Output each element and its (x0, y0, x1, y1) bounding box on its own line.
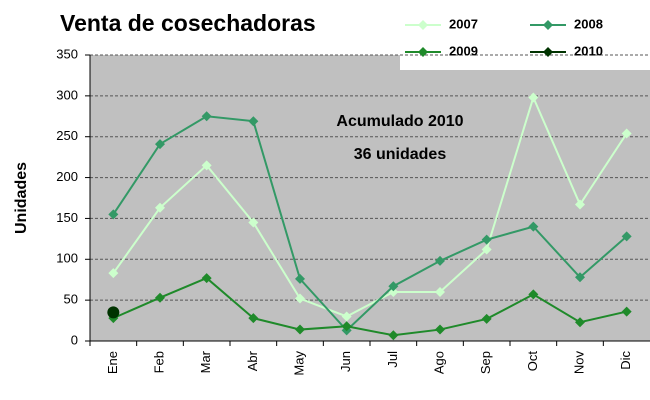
legend-label: 2010 (574, 43, 603, 58)
y-tick-label: 150 (56, 210, 78, 225)
point (388, 281, 399, 292)
x-tick-label: May (291, 351, 306, 376)
point (248, 313, 259, 324)
y-tick-label: 300 (56, 87, 78, 102)
x-tick-label: Mar (198, 350, 213, 373)
point (418, 20, 428, 30)
point (528, 92, 539, 103)
y-tick-label: 50 (64, 292, 78, 307)
point (201, 111, 212, 122)
legend-label: 2009 (449, 43, 478, 58)
point (575, 199, 585, 210)
point (621, 128, 632, 139)
x-tick-label: Jul (385, 351, 400, 368)
x-tick-label: Dic (618, 351, 633, 370)
point (621, 231, 632, 242)
legend (400, 8, 650, 70)
point (435, 286, 445, 297)
x-tick-label: Ago (431, 351, 446, 374)
point (388, 330, 399, 341)
x-tick-label: Feb (151, 351, 166, 373)
point (295, 273, 305, 284)
point (528, 221, 539, 232)
point (621, 306, 632, 317)
point (435, 255, 445, 266)
point (418, 47, 428, 57)
y-tick-label: 250 (56, 128, 78, 143)
point (107, 306, 120, 319)
point (108, 268, 119, 279)
x-tick-label: Sep (478, 351, 493, 374)
x-tick-label: Nov (571, 351, 586, 375)
point (543, 47, 553, 57)
x-tick-label: Ene (105, 351, 120, 374)
y-tick-label: 200 (56, 169, 78, 184)
point (248, 116, 259, 127)
point (201, 160, 212, 171)
y-axis-label: Unidades (13, 162, 30, 234)
x-tick-label: Jun (338, 351, 353, 372)
point (201, 273, 212, 284)
series-line (112, 276, 627, 337)
point (341, 311, 352, 322)
point (108, 209, 119, 220)
point (435, 324, 445, 335)
chart-title: Venta de cosechadoras (60, 10, 316, 36)
series-line (112, 115, 628, 332)
point (295, 324, 305, 335)
point (481, 313, 492, 324)
x-tick-label: Oct (525, 351, 540, 372)
point (575, 317, 585, 328)
legend-label: 2008 (574, 16, 603, 31)
point (155, 139, 165, 150)
plot-area (90, 55, 650, 341)
y-tick-label: 100 (56, 251, 78, 266)
series-line (112, 94, 628, 318)
legend-label: 2007 (449, 16, 478, 31)
y-tick-label: 350 (56, 46, 78, 61)
point (155, 202, 165, 213)
point (575, 272, 585, 283)
point (155, 292, 165, 303)
point (528, 289, 539, 300)
point (341, 321, 352, 332)
point (481, 234, 492, 245)
annotation: Acumulado 2010 (336, 113, 463, 130)
point (248, 217, 259, 228)
y-tick-label: 0 (71, 332, 78, 347)
point (543, 20, 553, 30)
x-tick-label: Abr (245, 350, 260, 371)
point (295, 293, 305, 304)
point (481, 244, 492, 255)
annotation: 36 unidades (354, 146, 447, 163)
